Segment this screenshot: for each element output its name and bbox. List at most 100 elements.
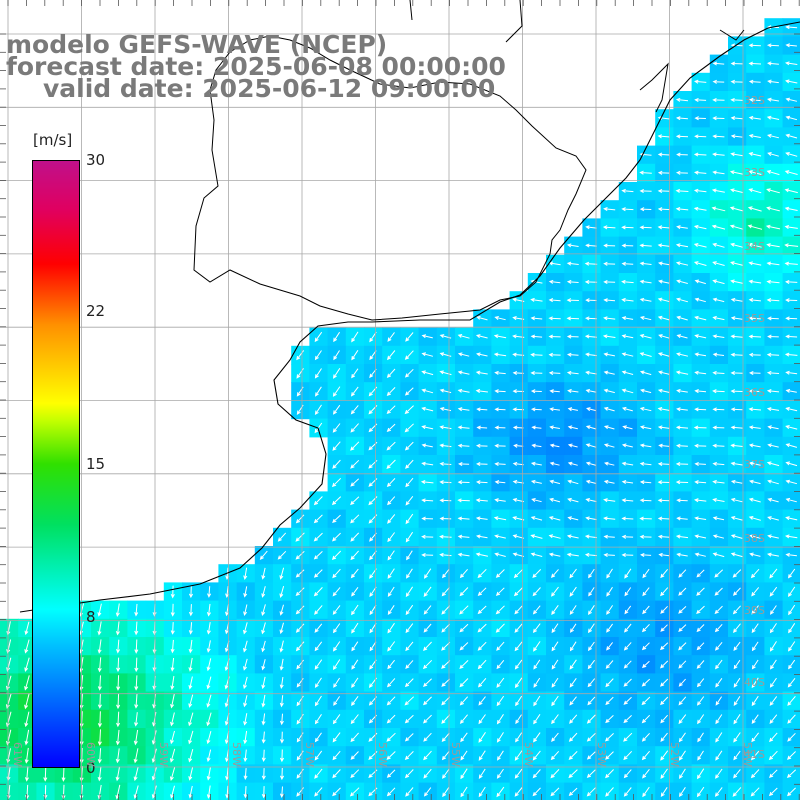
wind-arrow [457,480,470,485]
wind-arrow [566,334,579,339]
wind-arrow [423,787,432,797]
wind-arrow [605,696,614,706]
wind-arrow [116,639,121,654]
wind-arrow [675,425,689,430]
wind-arrow [767,443,779,448]
wind-arrow [514,623,523,633]
wind-arrow [697,714,705,725]
wind-arrow [551,659,559,670]
wind-arrow [496,732,504,743]
wind-arrow [457,352,470,357]
wind-arrow [642,768,650,779]
wind-arrow [476,425,488,430]
wind-arrow [733,696,741,707]
wind-arrow [658,443,670,448]
wind-arrow [314,404,322,416]
wind-arrow [533,732,541,743]
wind-arrow [24,747,29,764]
wind-arrow [548,516,561,521]
wind-arrow [351,622,359,634]
wind-arrow [477,623,487,633]
wind-arrow [423,623,432,633]
wind-arrow [512,461,524,466]
wind-arrow [641,642,650,651]
wind-arrow [605,787,614,797]
wind-arrow [477,659,487,670]
wind-arrow [386,478,396,487]
wind-arrow [404,350,414,360]
wind-arrow [350,423,359,433]
wind-arrow [787,586,796,598]
wind-arrow [369,604,377,616]
wind-arrow [712,315,725,321]
wind-arrow [584,552,598,557]
wind-arrow [386,405,396,415]
wind-arrow [349,787,360,797]
wind-arrow [639,279,652,284]
wind-arrow [333,696,341,706]
wind-arrow [457,370,470,375]
wind-arrow [785,152,798,157]
wind-arrow [621,480,634,485]
wind-arrow [475,370,488,375]
wind-arrow [712,334,725,339]
wind-arrow [675,188,689,193]
wind-arrow [585,225,597,230]
wind-arrow [405,459,414,469]
wind-arrow [405,332,414,342]
wind-arrow [769,677,777,688]
wind-arrow [441,587,450,597]
wind-arrow [584,261,598,266]
wind-arrow [423,732,432,742]
wind-arrow [530,352,543,357]
wind-arrow [386,751,396,760]
wind-arrow [785,43,797,48]
wind-arrow [766,243,780,248]
wind-arrow [751,587,760,597]
wind-arrow [675,261,689,266]
wind-arrow [588,568,595,579]
wind-arrow [243,658,248,671]
wind-arrow [732,587,741,596]
wind-arrow [730,552,743,558]
wind-arrow [405,660,414,670]
wind-arrow [439,461,452,466]
wind-arrow [693,188,707,193]
wind-arrow [549,425,560,430]
wind-arrow [767,497,779,503]
wind-arrow [567,443,578,448]
wind-arrow [386,696,396,706]
wind-arrow [585,243,597,248]
wind-arrow [206,640,211,653]
wind-arrow [405,787,414,797]
wind-arrow [314,422,323,434]
wind-arrow [404,405,414,415]
wind-arrow [676,279,688,284]
wind-arrow [603,370,615,375]
land-boundary [193,35,587,321]
wind-arrow [261,640,266,653]
wind-arrow [533,659,541,670]
wind-arrow [386,387,396,396]
wind-arrow [494,480,506,485]
wind-arrow [351,350,359,361]
wind-arrow [711,224,726,230]
wind-arrow [188,712,194,727]
wind-arrow [133,785,139,799]
wind-arrow [712,79,725,84]
wind-arrow [459,696,469,706]
wind-arrow [43,785,48,800]
wind-arrow [261,731,266,744]
wind-arrow [567,461,578,466]
wind-arrow [332,441,341,451]
wind-arrow [621,279,634,284]
wind-arrow [279,695,284,708]
wind-arrow [566,552,579,557]
wind-arrow [606,586,613,597]
wind-arrow [405,623,414,634]
wind-arrow [261,676,266,690]
wind-arrow [657,498,670,503]
wind-arrow [531,425,542,430]
wind-arrow [751,732,759,743]
wind-arrow [785,552,797,557]
